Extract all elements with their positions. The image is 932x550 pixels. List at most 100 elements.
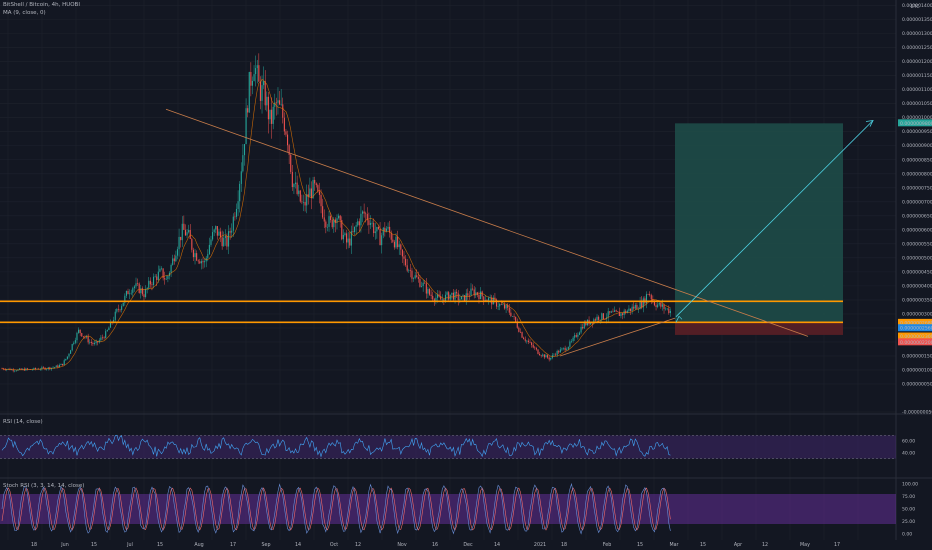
candle-body	[398, 244, 400, 248]
price-axis-tag	[898, 318, 932, 326]
candle-body	[52, 367, 54, 369]
candle-body	[237, 201, 239, 209]
candle-body	[309, 188, 311, 197]
candle-body	[164, 278, 166, 280]
candle-body	[436, 294, 439, 298]
candle-body	[279, 100, 281, 105]
candle-body	[114, 311, 116, 320]
time-tick-label: Jun	[60, 542, 69, 548]
candle-body	[623, 310, 625, 315]
candle-body	[291, 171, 293, 188]
candle-body	[54, 367, 56, 368]
candle-body	[629, 308, 632, 311]
candle-body	[353, 226, 356, 233]
candle-body	[304, 202, 306, 206]
candle-body	[625, 310, 627, 314]
stoch-band	[0, 494, 896, 524]
candle-body	[494, 297, 496, 300]
candle-body	[154, 276, 156, 278]
candle-body	[495, 299, 498, 307]
candle-body	[649, 294, 651, 296]
price-axis-tag-value: 0.00000023000	[900, 334, 932, 340]
candle-body	[580, 326, 582, 333]
candle-body	[277, 100, 279, 103]
candle-body	[331, 219, 333, 228]
candle-body	[540, 355, 542, 356]
candle-body	[559, 349, 561, 353]
candle-body	[101, 337, 104, 339]
candle-body	[531, 342, 533, 345]
candle-body	[129, 293, 131, 295]
candle-body	[615, 310, 617, 312]
candle-body	[502, 304, 504, 306]
time-tick-label: Apr	[734, 542, 742, 548]
candle-body	[539, 353, 541, 356]
candle-body	[554, 354, 557, 356]
candle-body	[207, 254, 209, 258]
candle-body	[323, 217, 325, 222]
candle-body	[20, 368, 22, 370]
candle-body	[521, 332, 523, 338]
candle-body	[240, 171, 242, 184]
candle-body	[312, 179, 314, 199]
candle-body	[173, 258, 175, 262]
candle-body	[518, 327, 520, 332]
candle-body	[612, 311, 614, 313]
candle-body	[379, 228, 381, 246]
candle-body	[647, 294, 649, 295]
candle-body	[480, 291, 482, 300]
time-tick-label: 14	[494, 542, 500, 548]
candle-body	[70, 350, 72, 354]
candle-body	[138, 283, 140, 293]
ma-indicator-label: MA (9, close, 0)	[3, 10, 46, 16]
candle-body	[357, 221, 359, 226]
candle-body	[71, 343, 73, 351]
candle-body	[194, 253, 196, 258]
candle-body	[65, 358, 67, 361]
candle-body	[574, 335, 576, 338]
time-tick-label: 12	[762, 542, 768, 548]
candle-body	[89, 341, 91, 343]
candle-body	[256, 65, 258, 69]
candle-body	[382, 227, 384, 236]
candle-body	[261, 85, 263, 101]
price-tick-label: -0.00000005000	[902, 410, 932, 416]
candle-body	[593, 319, 595, 324]
candle-body	[296, 182, 298, 194]
candle-body	[251, 80, 254, 86]
candle-body	[499, 303, 501, 307]
time-tick-label: 15	[91, 542, 97, 548]
candle-body	[280, 104, 282, 105]
candle-body	[628, 308, 630, 311]
candle-body	[259, 81, 261, 101]
candle-body	[14, 370, 16, 372]
candle-body	[60, 363, 62, 366]
candle-body	[318, 191, 321, 195]
candle-body	[500, 303, 502, 305]
candle-body	[250, 72, 252, 86]
candle-body	[467, 293, 469, 296]
candle-body	[219, 231, 222, 238]
candle-body	[607, 311, 609, 318]
candle-body	[263, 81, 265, 86]
candle-body	[232, 216, 234, 231]
candle-body	[317, 185, 319, 192]
candle-body	[503, 304, 506, 309]
candle-body	[243, 144, 246, 156]
candle-body	[253, 74, 255, 81]
projection-arrow-line	[675, 120, 874, 317]
candle-body	[231, 230, 233, 233]
candle-body	[381, 235, 383, 246]
candle-body	[306, 194, 308, 206]
candle-body	[137, 283, 139, 284]
candle-body	[633, 306, 635, 309]
candle-body	[127, 291, 129, 295]
time-tick-label: 15	[700, 542, 706, 548]
candle-body	[152, 276, 155, 285]
candle-body	[440, 296, 442, 300]
ascending-trendline	[559, 317, 676, 357]
candle-body	[145, 289, 147, 297]
candle-body	[12, 369, 14, 371]
candle-body	[634, 305, 636, 309]
